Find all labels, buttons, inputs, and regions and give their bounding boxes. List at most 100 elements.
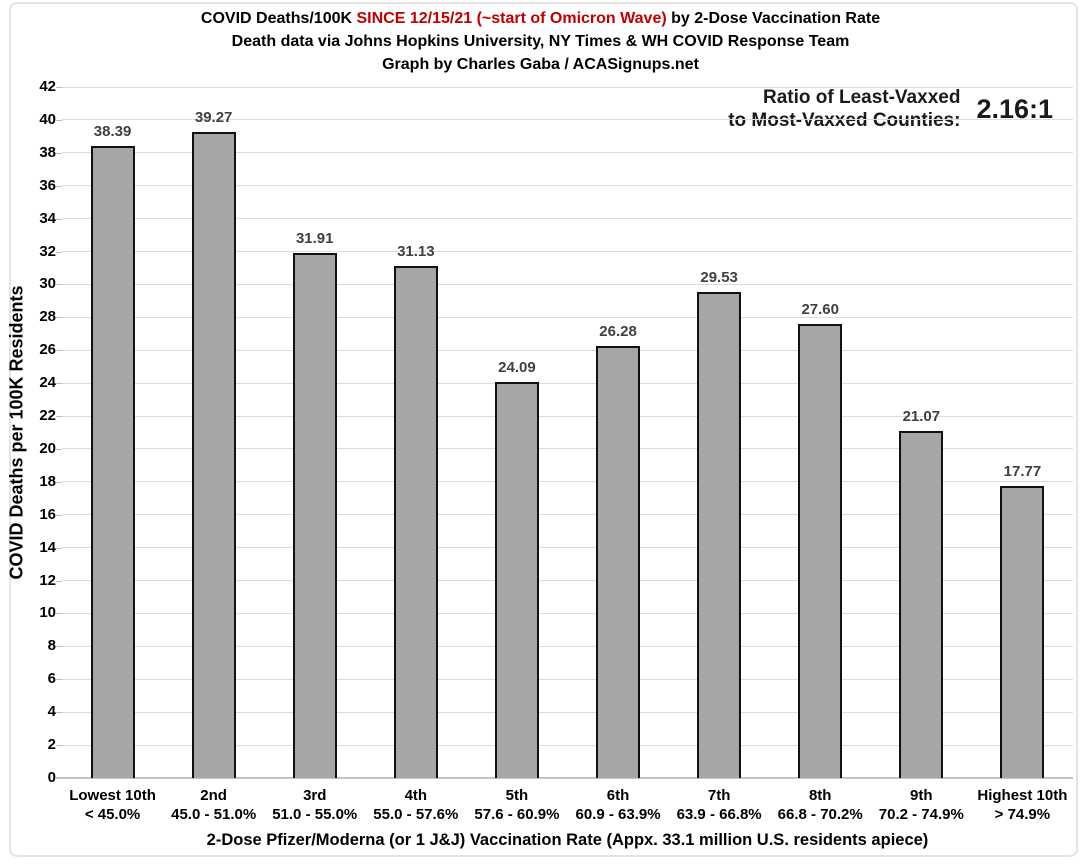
x-axis-category-label: Lowest 10th < 45.0% <box>62 786 163 824</box>
y-axis-tick-label: 6 <box>47 670 56 688</box>
category-range: 66.8 - 70.2% <box>777 806 863 823</box>
chart-subtitle: Death data via Johns Hopkins University,… <box>231 33 850 50</box>
ratio-annotation: Ratio of Least-Vaxxed to Most-Vaxxed Cou… <box>728 86 1053 132</box>
bar-3 <box>292 253 337 778</box>
gridline <box>62 251 1073 253</box>
gridline <box>62 645 1073 647</box>
x-axis-category-label: Highest 10th > 74.9% <box>972 786 1073 824</box>
bar-value-label: 21.07 <box>902 408 941 426</box>
gridline <box>62 86 1073 88</box>
y-axis-tick-mark <box>56 251 62 253</box>
y-axis-tick-label: 32 <box>39 242 56 260</box>
chart-title-block: COVID Deaths/100K SINCE 12/15/21 (~start… <box>0 7 1081 76</box>
x-axis-category-label: 2nd 45.0 - 51.0% <box>163 786 264 824</box>
title-text-highlight: SINCE 12/15/21 (~start of Omicron Wave) <box>356 10 667 27</box>
y-axis-tick-mark <box>56 383 62 385</box>
x-axis-title: 2-Dose Pfizer/Moderna (or 1 J&J) Vaccina… <box>206 831 929 849</box>
y-axis-tick-label: 34 <box>39 209 56 227</box>
gridline <box>62 382 1073 384</box>
y-axis-tick-mark <box>56 350 62 352</box>
y-axis-tick-label: 38 <box>39 143 56 161</box>
ratio-label-line2: to Most-Vaxxed Counties: <box>728 110 961 131</box>
gridline <box>62 514 1073 516</box>
category-range: 60.9 - 63.9% <box>575 806 661 823</box>
chart-title: COVID Deaths/100K SINCE 12/15/21 (~start… <box>0 7 1081 30</box>
category-range: 55.0 - 57.6% <box>373 806 459 823</box>
gridline <box>62 218 1073 220</box>
gridline <box>62 448 1073 450</box>
bar-9 <box>899 431 944 778</box>
ratio-label: Ratio of Least-Vaxxed to Most-Vaxxed Cou… <box>728 86 960 132</box>
gridline <box>62 481 1073 483</box>
y-axis-tick-mark <box>56 547 62 549</box>
bar-value-label: 38.39 <box>93 123 132 141</box>
y-axis-tick-label: 4 <box>47 703 56 721</box>
x-axis-line <box>56 777 1073 779</box>
gridline <box>62 711 1073 713</box>
gridline <box>62 612 1073 614</box>
x-axis-category-label: 8th 66.8 - 70.2% <box>770 786 871 824</box>
x-axis-category-label: 3rd 51.0 - 55.0% <box>264 786 365 824</box>
gridline <box>62 744 1073 746</box>
y-axis-tick-label: 42 <box>39 78 56 95</box>
bar-value-label: 39.27 <box>194 108 233 126</box>
y-axis-tick-label: 8 <box>47 637 56 655</box>
x-axis-category-label: 9th 70.2 - 74.9% <box>871 786 972 824</box>
x-axis-category-labels: Lowest 10th < 45.0% 2nd 45.0 - 51.0% 3rd 51.0… <box>62 786 1073 824</box>
title-text-normal-1: COVID Deaths/100K <box>200 10 357 27</box>
bar-4 <box>393 265 438 778</box>
y-axis-tick-mark <box>56 613 62 615</box>
bar-2 <box>191 131 236 778</box>
category-decile: Highest 10th <box>977 787 1068 804</box>
category-range: 51.0 - 55.0% <box>272 806 358 823</box>
category-decile: 6th <box>606 787 630 804</box>
bar-value-label: 26.28 <box>599 322 637 340</box>
y-axis-tick-label: 12 <box>39 571 56 589</box>
y-axis-tick-mark <box>56 119 62 121</box>
y-axis-tick-label: 0 <box>47 769 56 786</box>
y-axis-tick-label: 24 <box>39 374 56 392</box>
y-axis-tick-label: 30 <box>39 275 56 293</box>
y-axis-tick-labels: 0 2 4 6 8 10 12 14 16 18 20 22 24 26 28 30 32 34 36 38 40 42 <box>0 78 62 786</box>
category-decile: 5th <box>505 787 529 804</box>
category-range: 63.9 - 66.8% <box>676 806 762 823</box>
category-decile: 4th <box>404 787 428 804</box>
y-axis-tick-mark <box>56 646 62 648</box>
gridline <box>62 152 1073 154</box>
y-axis-tick-mark <box>56 514 62 516</box>
y-axis-tick-label: 22 <box>39 407 56 425</box>
x-axis-category-label: 4th 55.0 - 57.6% <box>365 786 466 824</box>
y-axis-tick-mark <box>56 416 62 418</box>
bar-value-label: 31.91 <box>295 230 334 247</box>
bar-value-label: 24.09 <box>498 358 536 376</box>
y-axis-tick-label: 26 <box>39 341 56 359</box>
gridline <box>62 415 1073 417</box>
gridline <box>62 316 1073 318</box>
chart-credit: Graph by Charles Gaba / ACASignups.net <box>382 56 699 73</box>
y-axis-tick-mark <box>56 448 62 450</box>
bar-5 <box>494 381 539 778</box>
y-axis-tick-mark <box>56 317 62 319</box>
y-axis-tick-label: 14 <box>39 538 56 556</box>
y-axis-tick-mark <box>56 580 62 582</box>
y-axis-tick-label: 40 <box>39 110 56 128</box>
category-range: < 45.0% <box>84 806 141 823</box>
gridline <box>62 119 1073 121</box>
category-range: > 74.9% <box>994 806 1051 823</box>
y-axis-tick-mark <box>56 185 62 187</box>
gridline <box>62 678 1073 680</box>
y-axis-tick-mark <box>56 481 62 483</box>
bar-1 <box>90 146 135 778</box>
ratio-value: 2.16:1 <box>976 93 1053 124</box>
y-axis-tick-label: 18 <box>39 472 56 490</box>
bar-value-label: 27.60 <box>801 300 839 318</box>
category-decile: 2nd <box>200 787 227 804</box>
bar-8 <box>798 323 843 778</box>
gridline <box>62 547 1073 549</box>
category-decile: Lowest 10th <box>69 787 156 804</box>
y-axis-tick-mark <box>56 284 62 286</box>
category-decile: 8th <box>808 787 832 804</box>
bar-6 <box>596 345 641 778</box>
bar-7 <box>697 292 742 778</box>
